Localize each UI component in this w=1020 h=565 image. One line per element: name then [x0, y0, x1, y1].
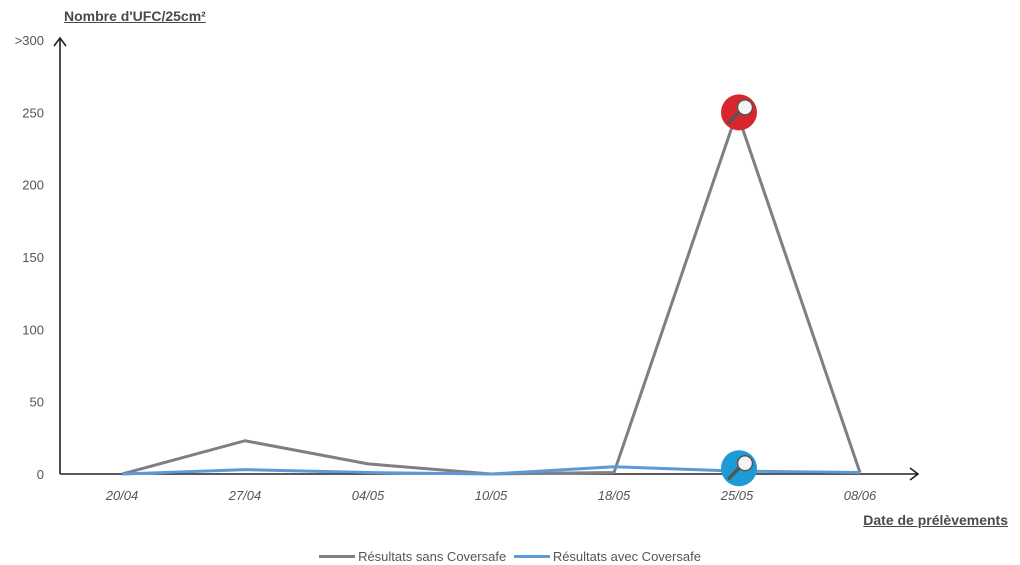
highlight-marker — [721, 450, 757, 487]
y-tick-label: 0 — [37, 467, 44, 482]
legend-item-sans: Résultats sans Coversafe — [319, 549, 506, 564]
x-tick-label: 25/05 — [720, 488, 754, 503]
series-line-sans-coversafe — [121, 107, 862, 476]
x-axis-title: Date de prélèvements — [863, 512, 1008, 528]
legend-item-avec: Résultats avec Coversafe — [513, 549, 701, 564]
magnifier-icon — [736, 454, 754, 472]
legend-label-avec: Résultats avec Coversafe — [552, 549, 701, 564]
y-tick-label: 250 — [22, 105, 44, 120]
highlight-marker — [721, 94, 757, 131]
x-axis-arrow-icon — [909, 467, 920, 481]
magnifier-icon — [736, 99, 754, 116]
y-tick-label: 200 — [22, 178, 44, 193]
x-tick-label: 18/05 — [598, 488, 631, 503]
legend-label-sans: Résultats sans Coversafe — [358, 549, 507, 564]
y-tick-label: 100 — [22, 322, 44, 337]
y-axis-title: Nombre d'UFC/25cm² — [64, 8, 206, 24]
x-tick-label: 20/04 — [105, 488, 139, 503]
legend-swatch-avec — [513, 555, 550, 558]
y-axis-arrow-icon — [53, 36, 67, 47]
y-tick-label: 50 — [30, 395, 44, 410]
x-tick-label: 27/04 — [228, 488, 262, 503]
y-tick-label: >300 — [15, 33, 44, 48]
x-tick-label: 10/05 — [475, 488, 508, 503]
legend: Résultats sans Coversafe Résultats avec … — [0, 546, 1020, 564]
x-tick-label: 08/06 — [844, 488, 877, 503]
y-tick-label: 150 — [22, 250, 44, 265]
legend-swatch-sans — [319, 555, 356, 558]
x-tick-label: 04/05 — [352, 488, 385, 503]
